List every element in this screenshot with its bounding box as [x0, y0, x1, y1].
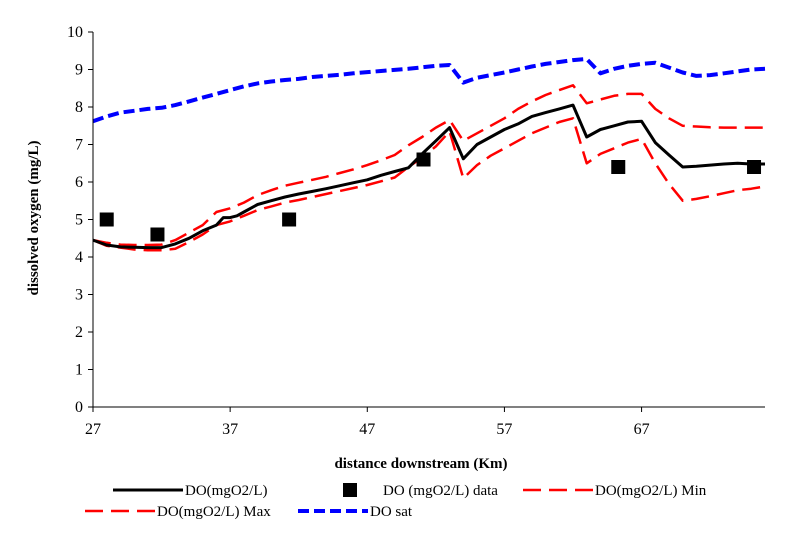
data-point-marker	[416, 152, 431, 167]
y-tick-label: 2	[75, 324, 83, 341]
y-tick-label: 1	[75, 362, 83, 379]
data-point-marker	[282, 212, 297, 227]
x-tick-label: 47	[359, 421, 375, 438]
x-axis-title: distance downstream (Km)	[334, 456, 507, 472]
y-tick-label: 7	[75, 137, 83, 154]
legend-item-do-mgo2-l-data: DO (mgO2/L) data	[343, 483, 498, 499]
y-tick-label: 9	[75, 62, 83, 79]
legend-item-do-mgo2-l-min: DO(mgO2/L) Min	[523, 483, 707, 499]
y-tick-label: 3	[75, 287, 83, 304]
legend-label: DO(mgO2/L)	[185, 483, 268, 499]
legend: DO(mgO2/L) DO (mgO2/L) data DO(mgO2/L) Min…	[85, 483, 707, 520]
legend-item-do-mgo2-l-max: DO(mgO2/L) Max	[85, 504, 271, 520]
y-axis-title: dissolved oxygen (mg/L)	[26, 140, 42, 295]
legend-label: DO (mgO2/L) data	[383, 483, 498, 499]
x-tick-label: 57	[496, 421, 512, 438]
data-point-marker	[747, 160, 762, 174]
legend-swatch	[343, 483, 357, 497]
x-tick-label: 37	[222, 421, 238, 438]
data-point-marker	[150, 227, 165, 242]
legend-item-do-sat: DO sat	[298, 504, 413, 520]
data-point-marker	[99, 212, 114, 227]
y-tick-label: 4	[75, 249, 83, 266]
y-axis: 0 1 2 3 4 5 6 7 8 9 10	[67, 24, 94, 416]
series-line-do-mgo2-l-max	[92, 84, 765, 247]
y-tick-label: 0	[75, 399, 83, 416]
plot-area	[92, 57, 766, 252]
legend-label: DO(mgO2/L) Min	[595, 483, 707, 499]
series-line-do-mgo2-l	[92, 103, 765, 250]
x-axis: 27 37 47 57 67	[85, 406, 765, 438]
y-tick-label: 5	[75, 212, 83, 229]
legend-label: DO(mgO2/L) Max	[157, 504, 271, 520]
series-line-do-sat	[92, 57, 766, 124]
x-tick-label: 27	[85, 421, 101, 438]
y-tick-label: 8	[75, 99, 83, 116]
data-point-marker	[611, 160, 626, 174]
y-tick-label: 10	[67, 24, 83, 41]
legend-item-do-mgo2-l: DO(mgO2/L)	[113, 483, 268, 499]
y-tick-label: 6	[75, 174, 83, 191]
x-tick-label: 67	[634, 421, 650, 438]
legend-label: DO sat	[370, 504, 413, 520]
series-line-do-mgo2-l-min	[92, 117, 766, 252]
